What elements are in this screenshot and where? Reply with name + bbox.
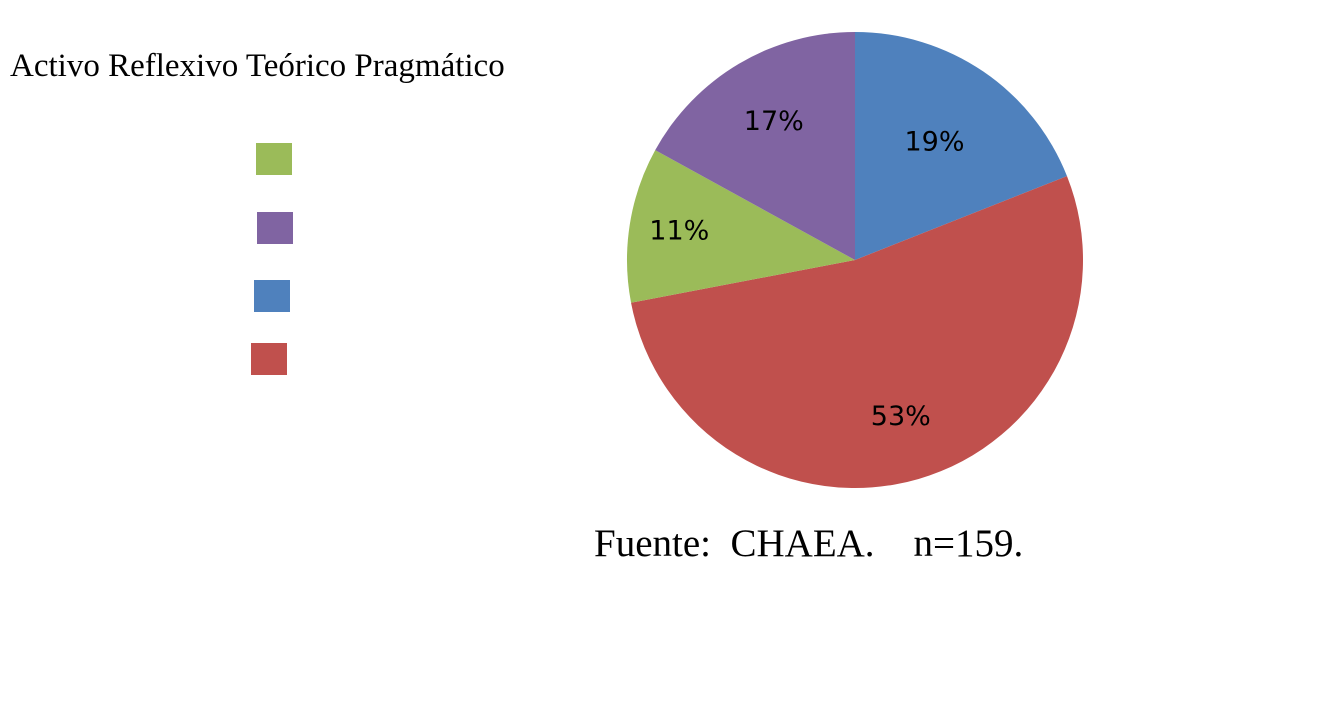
slice-label-activo: 11% <box>649 216 709 247</box>
pie-slice-activo <box>627 150 855 303</box>
slice-label-reflexivo: 17% <box>744 106 804 137</box>
slice-label-teorico: 19% <box>904 127 964 158</box>
source-note: Fuente: CHAEA. n=159. <box>594 522 1024 565</box>
pie-slice-reflexivo <box>655 32 855 260</box>
pie-slice-pragmatico <box>631 176 1084 489</box>
legend-swatch-reflexivo <box>257 212 293 244</box>
legend-swatch-activo <box>256 143 292 175</box>
legend-text: Activo Reflexivo Teórico Pragmático <box>10 48 505 84</box>
pie-slice-teorico <box>855 32 1067 260</box>
legend-swatch-teorico <box>254 280 290 312</box>
legend-swatch-pragmatico <box>251 343 287 375</box>
slice-label-pragmatico: 53% <box>871 401 931 432</box>
